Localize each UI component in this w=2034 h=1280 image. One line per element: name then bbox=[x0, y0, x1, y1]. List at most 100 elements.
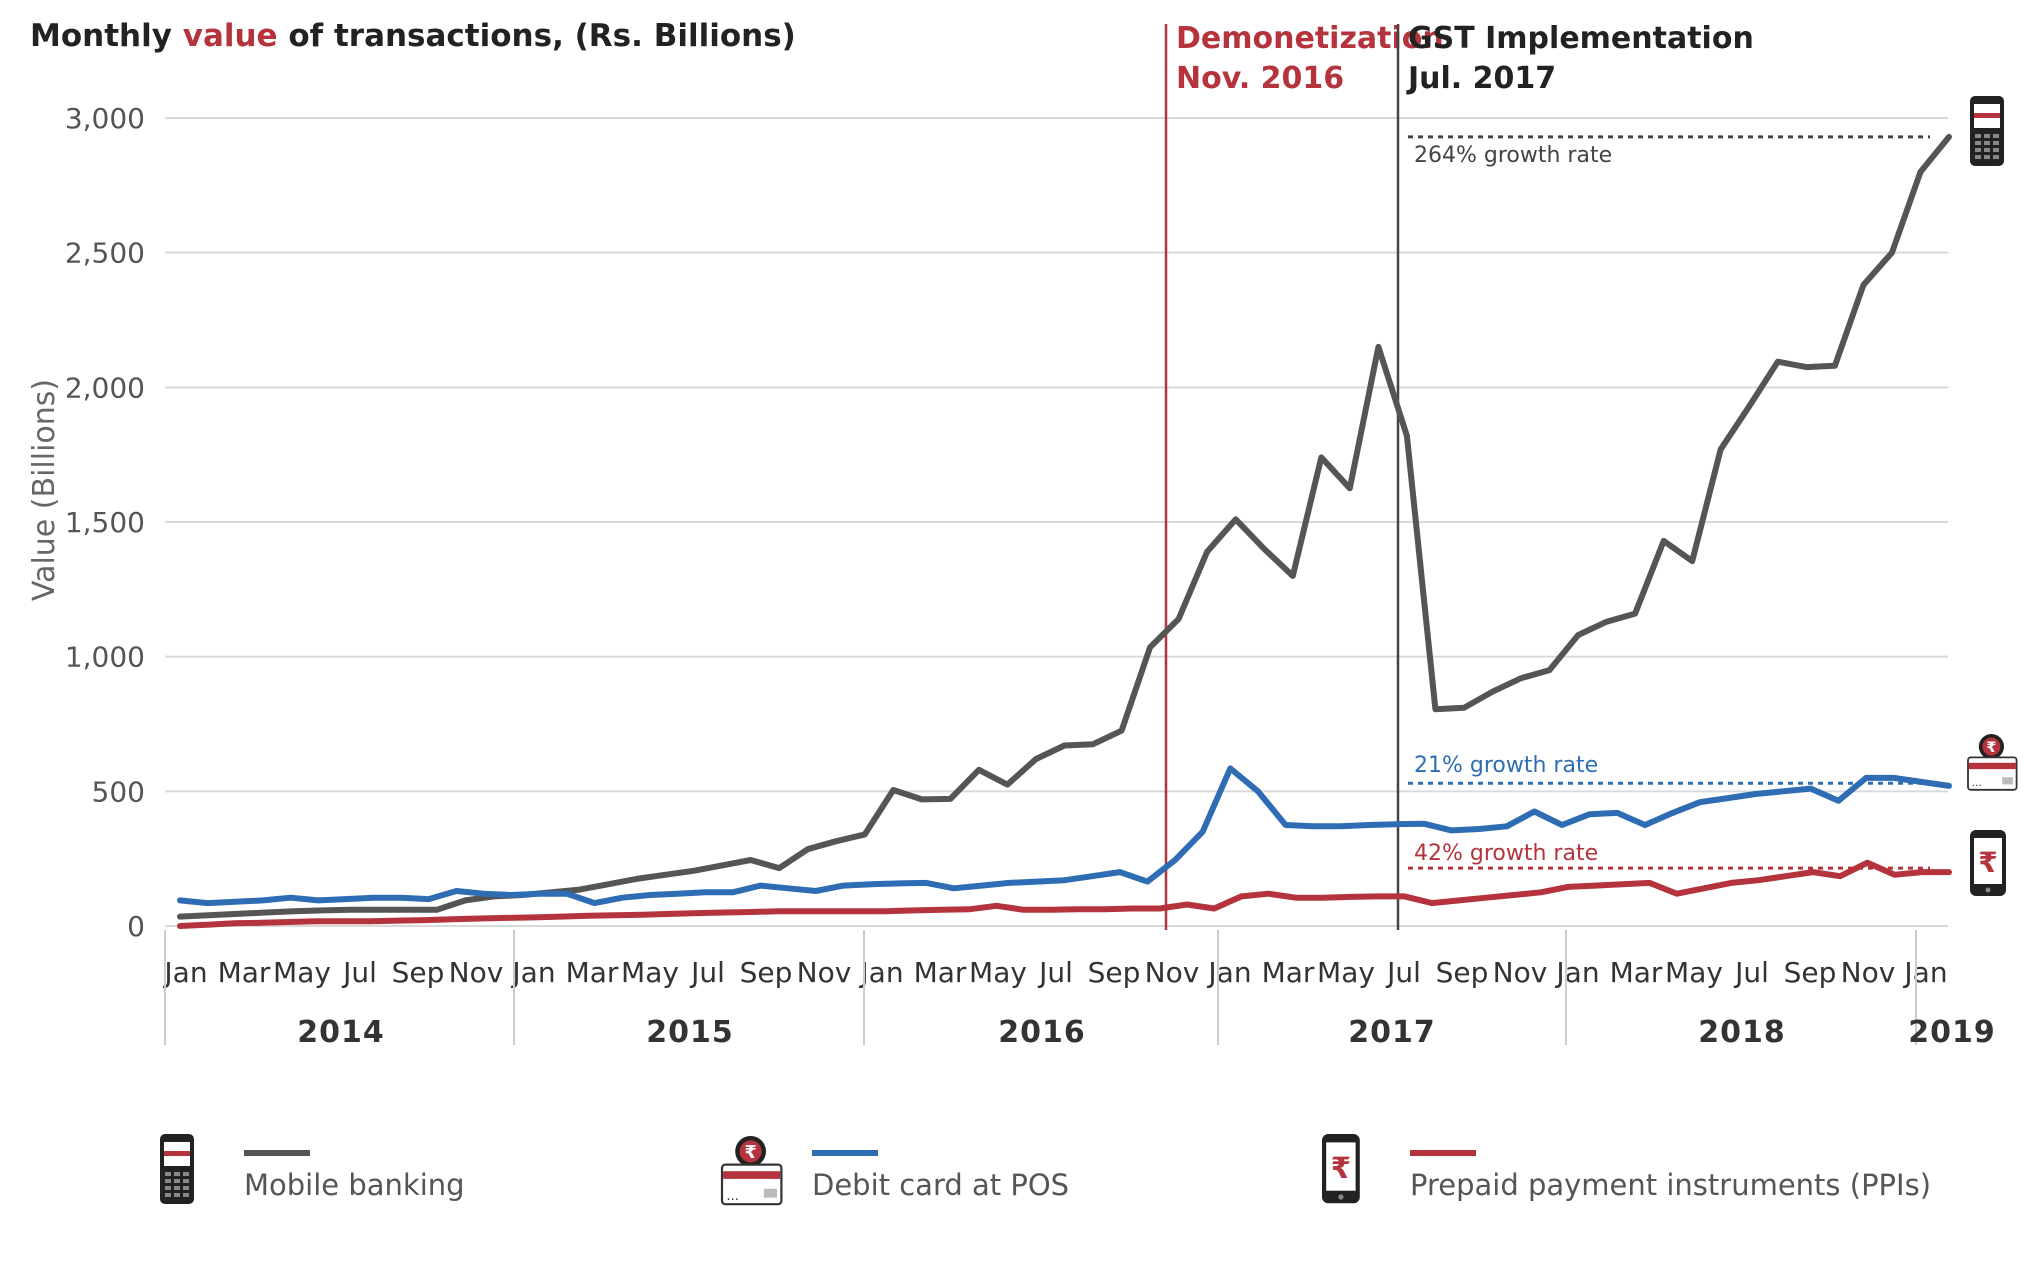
x-tick-label: May bbox=[1317, 956, 1375, 989]
x-tick-label: Jan bbox=[858, 956, 903, 989]
x-tick-label: Mar bbox=[1262, 956, 1315, 989]
ppi-growth-label: 42% growth rate bbox=[1414, 841, 1598, 866]
y-tick-label: 3,000 bbox=[65, 102, 145, 135]
smartphone-screen bbox=[1974, 838, 2002, 884]
phone-key bbox=[174, 1186, 180, 1190]
card-dots: ... bbox=[1972, 776, 1982, 789]
end-icons: ₹...₹ bbox=[1967, 96, 2018, 896]
debit-growth-label: 21% growth rate bbox=[1414, 753, 1598, 778]
x-tick-label: Jan bbox=[1206, 956, 1251, 989]
coin-inner bbox=[1982, 737, 2001, 756]
phone-key bbox=[174, 1193, 180, 1197]
gst-label: GST Implementation bbox=[1408, 21, 1754, 56]
chart-title: Monthly value of transactions, (Rs. Bill… bbox=[30, 18, 796, 54]
debit-card-line bbox=[177, 765, 1952, 907]
x-tick-label: Jul bbox=[689, 956, 725, 989]
x-tick-label: May bbox=[621, 956, 679, 989]
card-chip bbox=[763, 1188, 777, 1198]
phone-highlight bbox=[1974, 113, 2000, 118]
phone-key bbox=[183, 1193, 189, 1197]
year-label: 2018 bbox=[1698, 1015, 1786, 1050]
series-lines bbox=[177, 133, 1952, 929]
year-label: 2014 bbox=[297, 1015, 385, 1050]
phone-key bbox=[1993, 134, 1999, 138]
y-tick-label: 1,000 bbox=[65, 641, 145, 674]
x-tick-label: Sep bbox=[1436, 956, 1489, 989]
phone-key bbox=[1993, 155, 1999, 159]
year-label: 2016 bbox=[998, 1015, 1086, 1050]
y-axis: 0 500 1,000 1,500 2,000 2,500 3,000 bbox=[65, 102, 145, 943]
legend-smartphone-rupee-icon: ₹ bbox=[1322, 1134, 1360, 1204]
phone-key bbox=[1993, 148, 1999, 152]
phone-key bbox=[1984, 141, 1990, 145]
x-tick-label: Jan bbox=[1902, 956, 1947, 989]
x-tick-label: Jul bbox=[1733, 956, 1769, 989]
legend-swatch bbox=[244, 1150, 310, 1156]
phone-key bbox=[165, 1186, 171, 1190]
gridlines bbox=[165, 117, 1948, 927]
x-tick-label: Jan bbox=[1554, 956, 1599, 989]
year-label: 2015 bbox=[646, 1015, 734, 1050]
x-tick-label: Sep bbox=[740, 956, 793, 989]
y-tick-label: 1,500 bbox=[65, 506, 145, 539]
x-tick-label: Nov bbox=[1841, 956, 1896, 989]
event-lines: Demonetization Nov. 2016 GST Implementatio… bbox=[1164, 21, 1754, 930]
y-tick-label: 0 bbox=[127, 910, 145, 943]
legend-label: Debit card at POS bbox=[812, 1168, 1070, 1202]
x-tick-label: Nov bbox=[797, 956, 852, 989]
legend-swatch bbox=[1410, 1150, 1476, 1156]
phone-key bbox=[1975, 134, 1981, 138]
rupee-glyph: ₹ bbox=[744, 1143, 756, 1163]
home-button bbox=[1985, 887, 1991, 893]
home-button bbox=[1338, 1194, 1344, 1200]
smartphone-rupee-icon: ₹ bbox=[1970, 830, 2006, 896]
phone-key bbox=[183, 1179, 189, 1183]
title-highlight: value bbox=[182, 18, 278, 54]
legend-mobile-phone-icon bbox=[160, 1134, 194, 1204]
rupee-glyph: ₹ bbox=[1986, 740, 1996, 756]
mobile-growth-label: 264% growth rate bbox=[1414, 143, 1612, 168]
x-tick-label: Jul bbox=[341, 956, 377, 989]
y-axis-label: Value (Billions) bbox=[27, 379, 62, 601]
phone-key bbox=[183, 1186, 189, 1190]
phone-key bbox=[174, 1179, 180, 1183]
phone-key bbox=[1975, 148, 1981, 152]
phone-key bbox=[1975, 155, 1981, 159]
rupee-glyph: ₹ bbox=[1331, 1151, 1351, 1185]
year-label: 2019 bbox=[1908, 1015, 1996, 1050]
phone-key bbox=[165, 1193, 171, 1197]
x-tick-label: Jul bbox=[1037, 956, 1073, 989]
x-tick-label: Sep bbox=[1088, 956, 1141, 989]
card-stripe bbox=[1968, 762, 2016, 770]
legend-label: Prepaid payment instruments (PPIs) bbox=[1410, 1168, 1932, 1202]
gst-date: Jul. 2017 bbox=[1406, 61, 1556, 96]
card-dots: ... bbox=[726, 1189, 739, 1204]
y-tick-label: 500 bbox=[92, 775, 145, 808]
title-prefix: Monthly bbox=[30, 18, 183, 54]
x-tick-label: Jul bbox=[1385, 956, 1421, 989]
mobile-banking-line bbox=[177, 133, 1952, 920]
phone-key bbox=[174, 1172, 180, 1176]
card-stripe bbox=[723, 1171, 781, 1179]
legend-debit-card-icon: ₹... bbox=[720, 1136, 783, 1206]
x-tick-label: Jan bbox=[510, 956, 555, 989]
x-tick-label: Mar bbox=[914, 956, 967, 989]
year-label: 2017 bbox=[1348, 1015, 1436, 1050]
smartphone-screen bbox=[1326, 1142, 1356, 1191]
title-suffix: of transactions, (Rs. Billions) bbox=[277, 18, 796, 54]
y-tick-label: 2,000 bbox=[65, 371, 145, 404]
ppi-line bbox=[177, 859, 1952, 929]
demonetization-date: Nov. 2016 bbox=[1176, 61, 1344, 96]
phone-key bbox=[1984, 155, 1990, 159]
phone-key bbox=[1984, 134, 1990, 138]
growth-annotations: 264% growth rate 21% growth rate 42% growt… bbox=[1408, 135, 1930, 870]
phone-key bbox=[1984, 148, 1990, 152]
phone-key bbox=[165, 1179, 171, 1183]
debit-card-icon: ₹... bbox=[1967, 734, 2018, 791]
x-tick-label: Nov bbox=[449, 956, 504, 989]
x-tick-label: Sep bbox=[392, 956, 445, 989]
x-tick-label: Sep bbox=[1784, 956, 1837, 989]
x-tick-label: May bbox=[1665, 956, 1723, 989]
phone-key bbox=[1975, 141, 1981, 145]
